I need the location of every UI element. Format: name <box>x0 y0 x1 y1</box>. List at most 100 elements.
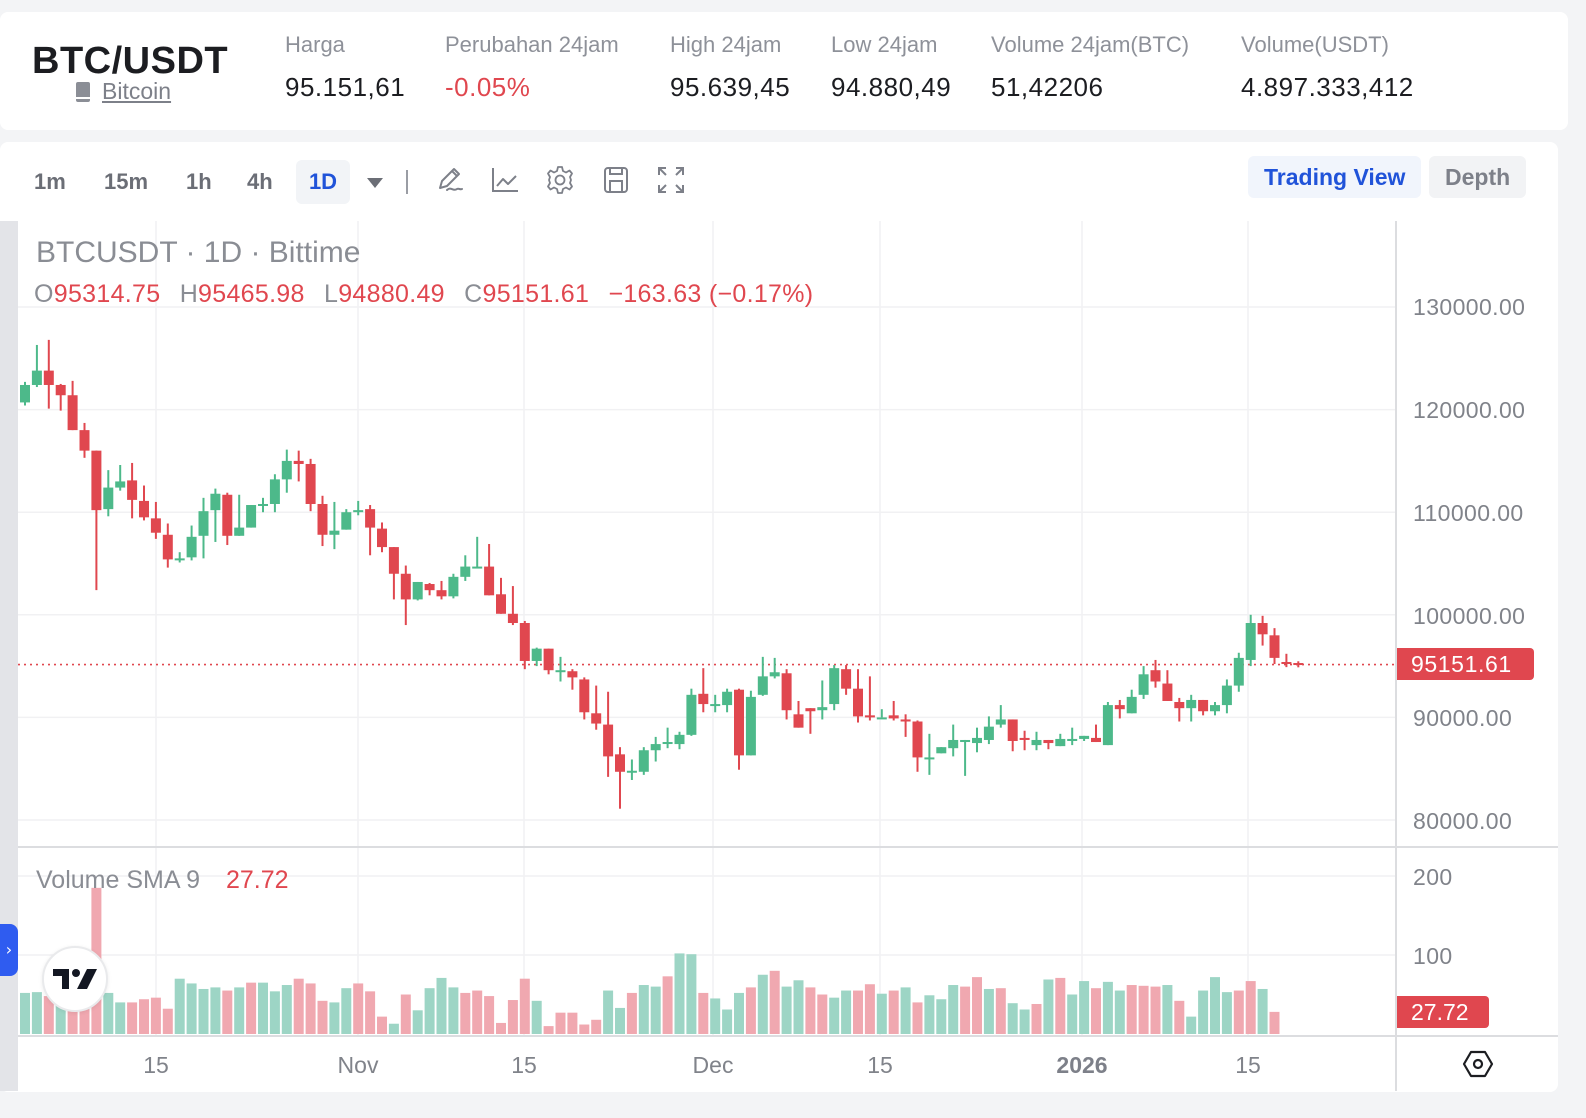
candle-body <box>567 671 578 678</box>
time-tick: 15 <box>867 1052 893 1078</box>
drawing-pencil-icon[interactable] <box>434 164 466 196</box>
save-disk-icon[interactable] <box>600 164 632 196</box>
candle-body <box>55 384 66 396</box>
interval-4h[interactable]: 4h <box>247 169 273 194</box>
interval-1m[interactable]: 1m <box>34 169 66 194</box>
expand-sidebar-button[interactable]: › <box>0 924 18 976</box>
candle-body <box>484 566 495 596</box>
volume-bar <box>829 997 840 1034</box>
stat-value: -0.05% <box>445 72 531 102</box>
price-tick: 110000.00 <box>1413 500 1524 526</box>
depth-tab[interactable]: Depth <box>1429 156 1527 198</box>
chevron-right-icon: › <box>5 940 13 959</box>
candle-body <box>341 512 352 530</box>
candle-body <box>936 747 947 754</box>
candle-body <box>781 673 792 711</box>
volume-bar <box>67 1006 78 1034</box>
volume-tick: 100 <box>1413 943 1453 969</box>
candle-body <box>1150 670 1161 682</box>
chart-symbol-title: BTCUSDT · 1D · Bittime <box>36 236 361 269</box>
stat-value: 51,42206 <box>991 72 1104 102</box>
candle-body <box>234 527 245 536</box>
candle-body <box>1174 702 1185 709</box>
volume-bar <box>234 987 245 1034</box>
candle-body <box>400 573 411 600</box>
volume-bar <box>1079 981 1090 1034</box>
candle-body <box>1233 657 1244 686</box>
volume-bar <box>805 987 816 1034</box>
volume-bar <box>353 983 364 1034</box>
candle-body <box>817 707 828 711</box>
price-tick: 120000.00 <box>1413 397 1526 423</box>
candle-body <box>543 648 554 671</box>
volume-bar <box>269 991 280 1034</box>
volume-legend-label: Volume SMA 9 <box>36 866 200 894</box>
candle-body <box>757 676 768 695</box>
candle-body <box>198 511 209 536</box>
volume-bar <box>1067 994 1078 1034</box>
candle-body <box>960 739 971 743</box>
candle-body <box>948 739 959 749</box>
candle-body <box>20 384 30 403</box>
volume-bar <box>329 1002 340 1034</box>
tradingview-logo[interactable] <box>42 946 108 1012</box>
volume-bar <box>448 987 459 1034</box>
fullscreen-expand-icon[interactable] <box>655 164 687 196</box>
candle-body <box>829 668 840 705</box>
volume-bar <box>317 1000 328 1034</box>
volume-bar <box>20 992 30 1034</box>
stat-low-24h: Low 24jam 94.880,49 <box>831 32 951 103</box>
candle-body <box>258 503 268 506</box>
candlestick-chart[interactable] <box>18 221 1558 1091</box>
candle-body <box>924 757 935 760</box>
low-key: L <box>323 280 339 308</box>
candle-body <box>1055 738 1066 747</box>
volume-bar <box>174 978 185 1034</box>
candle-body <box>115 481 126 488</box>
stat-value: 95.639,45 <box>670 72 791 102</box>
candle-body <box>1257 623 1268 635</box>
time-tick: 15 <box>1235 1052 1261 1078</box>
indicator-chart-icon[interactable] <box>489 164 521 196</box>
trading-view-tab[interactable]: Trading View <box>1248 156 1422 198</box>
volume-bar <box>55 1002 66 1034</box>
current-volume-tag: 27.72 <box>1397 996 1489 1028</box>
stat-volume-usdt: Volume(USDT) 4.897.333,412 <box>1241 32 1414 103</box>
volume-bar <box>531 1000 542 1034</box>
volume-bar <box>1210 977 1220 1034</box>
chart-settings-hex-icon[interactable] <box>1462 1048 1494 1080</box>
candle-body <box>1126 696 1137 714</box>
chart-left-sidebar <box>0 221 18 1091</box>
coin-info-link[interactable]: Bitcoin <box>76 78 171 105</box>
high-value: 95465.98 <box>198 280 305 308</box>
volume-bar <box>388 1023 399 1034</box>
settings-gear-icon[interactable] <box>544 164 576 196</box>
volume-bar <box>1186 1016 1197 1034</box>
interval-dropdown-icon[interactable] <box>367 178 383 188</box>
candle-body <box>1079 735 1090 739</box>
candle-body <box>662 742 673 745</box>
interval-15m[interactable]: 15m <box>104 169 149 194</box>
volume-bar <box>983 988 994 1034</box>
candle-body <box>995 719 1006 725</box>
candle-body <box>805 708 816 712</box>
interval-1d[interactable]: 1D <box>296 160 350 204</box>
volume-bar <box>591 1019 602 1034</box>
candle-body <box>983 726 994 740</box>
volume-bar <box>472 990 483 1034</box>
volume-legend: Volume SMA 9 27.72 <box>36 866 289 895</box>
close-value: 95151.61 <box>482 280 590 308</box>
candle-body <box>686 694 697 735</box>
candle-body <box>1210 705 1220 712</box>
interval-1h[interactable]: 1h <box>186 169 212 194</box>
time-tick: Dec <box>692 1052 734 1078</box>
candle-body <box>579 679 590 713</box>
stat-change-24h: Perubahan 24jam -0.05% <box>445 32 619 103</box>
candle-body <box>734 689 744 756</box>
chart-panel: 1m 15m 1h 4h 1D Trading View Depth <box>0 142 1558 1092</box>
volume-bar <box>103 992 114 1034</box>
volume-bar <box>1174 1000 1185 1034</box>
volume-bar <box>757 974 768 1034</box>
candle-body <box>698 693 709 705</box>
time-tick: 2026 <box>1056 1052 1108 1078</box>
